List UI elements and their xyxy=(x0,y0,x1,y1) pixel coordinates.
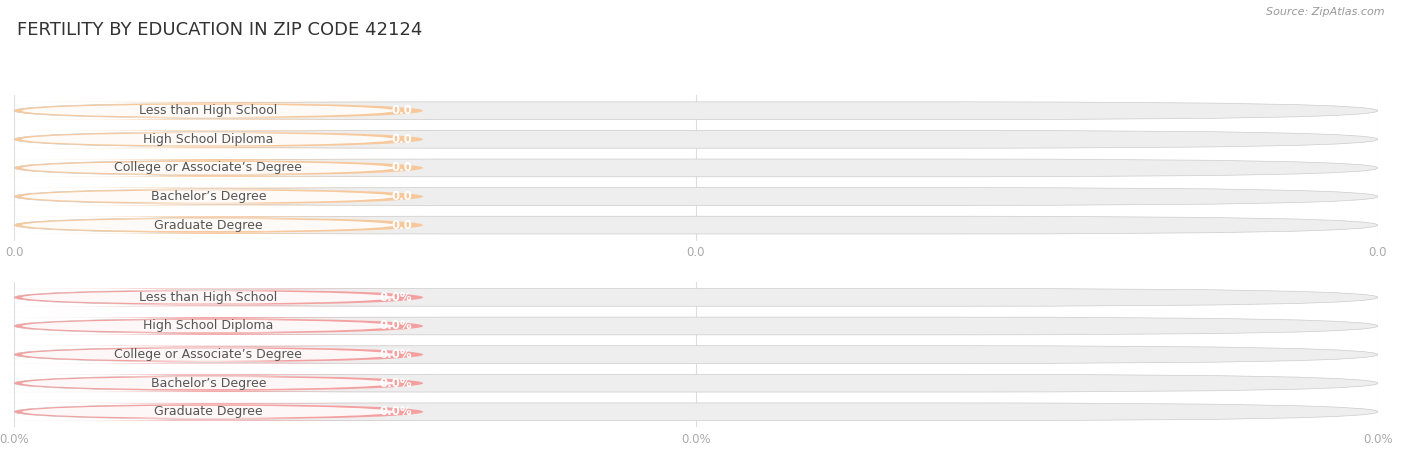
FancyBboxPatch shape xyxy=(0,216,437,234)
FancyBboxPatch shape xyxy=(0,346,437,363)
Text: Bachelor’s Degree: Bachelor’s Degree xyxy=(150,377,266,389)
Text: FERTILITY BY EDUCATION IN ZIP CODE 42124: FERTILITY BY EDUCATION IN ZIP CODE 42124 xyxy=(17,21,422,39)
FancyBboxPatch shape xyxy=(14,131,1378,148)
Text: Bachelor’s Degree: Bachelor’s Degree xyxy=(150,190,266,203)
FancyBboxPatch shape xyxy=(14,403,1378,421)
Text: 0.0%: 0.0% xyxy=(380,291,412,304)
Text: Graduate Degree: Graduate Degree xyxy=(155,405,263,418)
FancyBboxPatch shape xyxy=(21,376,396,390)
FancyBboxPatch shape xyxy=(0,288,437,306)
FancyBboxPatch shape xyxy=(14,159,1378,177)
FancyBboxPatch shape xyxy=(0,374,437,392)
Text: College or Associate’s Degree: College or Associate’s Degree xyxy=(114,162,302,174)
Text: 0.0: 0.0 xyxy=(391,133,412,146)
Text: 0.0: 0.0 xyxy=(391,104,412,117)
Text: Source: ZipAtlas.com: Source: ZipAtlas.com xyxy=(1267,7,1385,17)
FancyBboxPatch shape xyxy=(0,188,437,205)
FancyBboxPatch shape xyxy=(21,290,396,304)
Text: Less than High School: Less than High School xyxy=(139,104,277,117)
Text: High School Diploma: High School Diploma xyxy=(143,320,274,332)
FancyBboxPatch shape xyxy=(14,188,1378,205)
FancyBboxPatch shape xyxy=(21,218,396,232)
FancyBboxPatch shape xyxy=(21,104,396,118)
Text: 0.0%: 0.0% xyxy=(380,348,412,361)
FancyBboxPatch shape xyxy=(14,374,1378,392)
FancyBboxPatch shape xyxy=(21,190,396,204)
Text: Less than High School: Less than High School xyxy=(139,291,277,304)
FancyBboxPatch shape xyxy=(21,405,396,419)
Text: 0.0%: 0.0% xyxy=(380,405,412,418)
Text: 0.0: 0.0 xyxy=(391,190,412,203)
FancyBboxPatch shape xyxy=(14,317,1378,335)
FancyBboxPatch shape xyxy=(0,102,437,120)
FancyBboxPatch shape xyxy=(21,319,396,333)
FancyBboxPatch shape xyxy=(14,216,1378,234)
Text: College or Associate’s Degree: College or Associate’s Degree xyxy=(114,348,302,361)
FancyBboxPatch shape xyxy=(21,161,396,175)
FancyBboxPatch shape xyxy=(14,346,1378,363)
FancyBboxPatch shape xyxy=(0,317,437,335)
Text: High School Diploma: High School Diploma xyxy=(143,133,274,146)
Text: 0.0: 0.0 xyxy=(391,218,412,232)
FancyBboxPatch shape xyxy=(14,288,1378,306)
Text: 0.0: 0.0 xyxy=(391,162,412,174)
FancyBboxPatch shape xyxy=(21,348,396,361)
FancyBboxPatch shape xyxy=(21,132,396,146)
FancyBboxPatch shape xyxy=(0,159,437,177)
Text: 0.0%: 0.0% xyxy=(380,377,412,389)
FancyBboxPatch shape xyxy=(14,102,1378,120)
FancyBboxPatch shape xyxy=(0,403,437,421)
Text: Graduate Degree: Graduate Degree xyxy=(155,218,263,232)
FancyBboxPatch shape xyxy=(0,131,437,148)
Text: 0.0%: 0.0% xyxy=(380,320,412,332)
